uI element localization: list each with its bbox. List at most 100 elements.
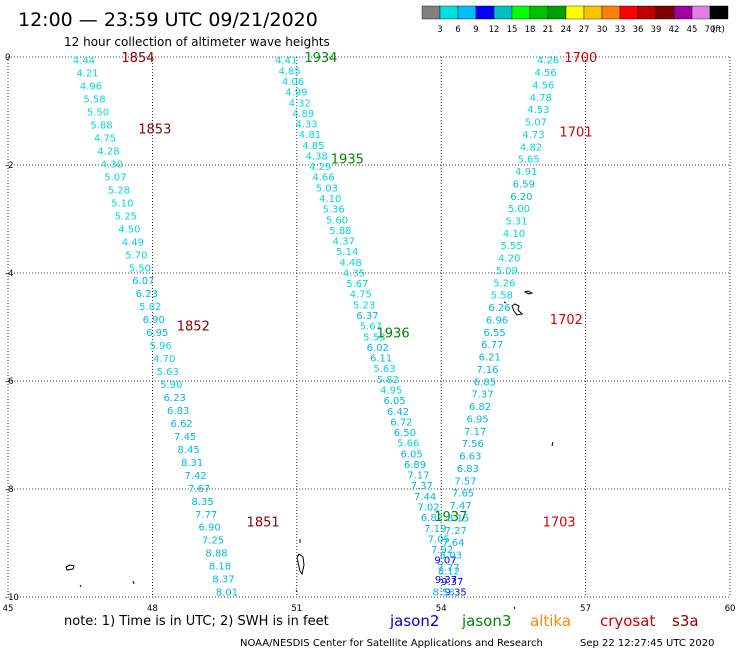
colorbar-swatch — [421, 5, 441, 20]
swh-value: 7.77 — [195, 510, 217, 521]
swh-value: 8.03 — [440, 550, 462, 561]
swh-value: 7.17 — [407, 471, 429, 482]
swh-value: 8.12 — [438, 566, 460, 577]
swh-value: 7.44 — [414, 492, 436, 503]
time-label: 1852 — [177, 319, 210, 334]
swh-value: 7.45 — [174, 432, 196, 443]
swh-value: 4.49 — [122, 237, 144, 248]
colorbar-tick-label: 6 — [455, 25, 460, 35]
swh-value: 6.95 — [466, 414, 488, 425]
swh-value: 7.65 — [452, 489, 474, 500]
swh-value: 5.82 — [377, 375, 399, 386]
swh-value: 4.82 — [520, 142, 542, 153]
swh-value: 5.66 — [397, 439, 419, 450]
y-tick-label: 0 — [5, 53, 10, 63]
colorbar-unit: (ft) — [712, 25, 725, 35]
swh-value: 4.66 — [312, 173, 334, 184]
swh-value: 6.83 — [457, 464, 479, 475]
swh-value: 5.82 — [139, 302, 161, 313]
swh-value: 5.88 — [329, 226, 351, 237]
y-tick-label: -6 — [5, 377, 13, 387]
coast-island-9 — [503, 301, 507, 304]
swh-value: 5.50 — [129, 263, 151, 274]
colorbar-tick-label: 15 — [507, 25, 518, 35]
swh-value: 7.02 — [417, 502, 439, 513]
swh-value: 5.58 — [491, 291, 513, 302]
swh-value: 9.37 — [435, 575, 457, 586]
swh-value: 7.42 — [184, 471, 206, 482]
swh-value: 6.20 — [510, 192, 532, 203]
swh-value: 5.67 — [360, 322, 382, 333]
time-label: 1935 — [331, 153, 364, 168]
swh-value: 7.92 — [431, 545, 453, 556]
swh-value: 6.42 — [387, 407, 409, 418]
colorbar-tick-label: 36 — [633, 25, 644, 35]
colorbar-swatch — [619, 5, 639, 20]
swh-value: 6.26 — [488, 303, 510, 314]
swh-value: 5.25 — [115, 211, 137, 222]
swh-value: 5.70 — [125, 250, 147, 261]
swh-value: 4.81 — [299, 130, 321, 141]
swh-value: 7.16 — [476, 365, 498, 376]
swh-value: 5.28 — [108, 185, 130, 196]
swh-value: 4.10 — [503, 229, 525, 240]
swh-value: 6.82 — [421, 513, 443, 524]
swh-value: 4.56 — [532, 80, 554, 91]
swh-value: 8.35 — [191, 497, 213, 508]
swh-value: 7.19 — [424, 524, 446, 535]
colorbar-swatch — [655, 5, 675, 20]
colorbar-swatch — [439, 5, 459, 20]
swh-value: 8.31 — [181, 458, 203, 469]
time-label: 1934 — [304, 51, 337, 66]
swh-value: 5.07 — [525, 118, 547, 129]
colorbar-tick-label: 3 — [437, 25, 442, 35]
time-label: 1853 — [138, 122, 171, 137]
time-label: 1701 — [559, 126, 592, 141]
swh-value: 7.57 — [454, 476, 476, 487]
swh-value: 4.32 — [289, 98, 311, 109]
swh-value: 4.89 — [292, 109, 314, 120]
swh-value: 6.23 — [164, 393, 186, 404]
swh-value: 4.75 — [350, 290, 372, 301]
swh-value: 5.31 — [505, 217, 527, 228]
swh-value: 7.37 — [411, 481, 433, 492]
swh-value: 4.48 — [339, 258, 361, 269]
swh-value: 4.10 — [319, 194, 341, 205]
swh-value: 7.05 — [428, 534, 450, 545]
x-tick-label: 45 — [3, 604, 14, 614]
swh-value: 6.07 — [132, 276, 154, 287]
swh-value: 5.07 — [104, 172, 126, 183]
swh-value: 7.25 — [202, 536, 224, 547]
swh-value: 6.83 — [167, 406, 189, 417]
swh-value: 4.50 — [118, 224, 140, 235]
swh-value: 5.26 — [493, 278, 515, 289]
legend-altika: altika — [530, 612, 571, 630]
swh-value: 5.58 — [83, 95, 105, 106]
satellite-legend: jason2 jason3 altika cryosat s3a — [389, 612, 699, 630]
swh-value: 4.78 — [530, 93, 552, 104]
swh-value: 5.09 — [496, 266, 518, 277]
coast-island-11 — [513, 606, 516, 610]
swh-value: 5.14 — [336, 247, 358, 258]
swh-value: 6.72 — [390, 417, 412, 428]
x-tick-label: 60 — [725, 604, 736, 614]
swh-value: 5.55 — [500, 241, 522, 252]
swh-value: 5.36 — [323, 205, 345, 216]
swh-value: 6.95 — [146, 328, 168, 339]
plot-grid — [7, 56, 731, 598]
colorbar-tick-label: 24 — [561, 25, 572, 35]
colorbar-swatch — [565, 5, 585, 20]
generation-timestamp: Sep 22 12:27:45 UTC 2020 — [580, 638, 714, 649]
swh-value: 5.65 — [517, 155, 539, 166]
colorbar-tick-label: 45 — [687, 25, 698, 35]
colorbar-tick-label: 30 — [597, 25, 608, 35]
swh-value: 5.90 — [160, 380, 182, 391]
time-label: 1702 — [550, 313, 583, 328]
swh-value: 4.33 — [295, 120, 317, 131]
coast-island-10 — [551, 441, 554, 447]
x-tick-label: 57 — [580, 604, 591, 614]
coast-island-7 — [511, 303, 524, 316]
legend-jason2: jason2 — [389, 612, 439, 630]
legend-s3a: s3a — [672, 612, 699, 630]
swh-value: 8.15 — [447, 513, 469, 524]
